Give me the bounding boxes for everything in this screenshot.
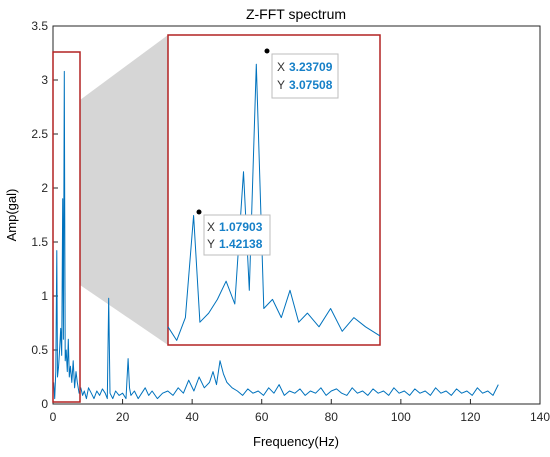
spectrum-line	[53, 70, 499, 400]
datatip-marker-secondary	[196, 209, 202, 215]
x-tick-label: 0	[50, 410, 57, 424]
datatip-secondary-x-value: 1.07903	[219, 220, 263, 234]
zoom-inset: X 3.23709 Y 3.07508 X 1.07903 Y 1.42138	[167, 34, 381, 346]
x-axis-label: Frequency(Hz)	[253, 434, 339, 449]
x-tick-label: 20	[116, 410, 130, 424]
y-tick-label: 1	[41, 289, 48, 303]
y-tick-label: 2.5	[31, 127, 48, 141]
datatip-peak[interactable]: X 3.23709 Y 3.07508	[271, 53, 339, 99]
x-tick-label: 40	[185, 410, 199, 424]
chart-title: Z-FFT spectrum	[246, 6, 346, 22]
y-tick-label: 3	[41, 73, 48, 87]
x-axis: 0 20 40 60 80 100 120 140	[50, 399, 550, 424]
x-tick-label: 120	[460, 410, 480, 424]
x-tick-label: 140	[530, 410, 550, 424]
datatip-secondary-y-label: Y	[207, 237, 215, 251]
datatip-secondary-x-label: X	[207, 220, 215, 234]
datatip-secondary-y-value: 1.42138	[219, 237, 263, 251]
x-tick-label: 100	[391, 410, 411, 424]
y-tick-label: 3.5	[31, 19, 48, 33]
inset-spectrum-line	[167, 63, 381, 341]
y-axis-label: Amp(gal)	[4, 189, 19, 242]
datatip-peak-box	[271, 53, 339, 99]
y-axis: 0 0.5 1 1.5 2 2.5 3 3.5	[31, 19, 58, 411]
datatip-peak-x-value: 3.23709	[289, 60, 333, 74]
y-tick-label: 2	[41, 181, 48, 195]
datatip-peak-x-label: X	[277, 60, 285, 74]
x-tick-label: 60	[255, 410, 269, 424]
y-tick-label: 0	[41, 397, 48, 411]
y-tick-label: 1.5	[31, 235, 48, 249]
zoom-connector	[80, 35, 168, 345]
datatip-peak-y-label: Y	[277, 78, 285, 92]
datatip-peak-y-value: 3.07508	[289, 78, 333, 92]
zoom-source-box	[52, 51, 81, 403]
datatip-secondary-box	[203, 214, 271, 256]
datatip-marker-peak	[264, 48, 270, 54]
datatip-secondary[interactable]: X 1.07903 Y 1.42138	[203, 214, 271, 256]
x-tick-label: 80	[325, 410, 339, 424]
y-tick-label: 0.5	[31, 343, 48, 357]
